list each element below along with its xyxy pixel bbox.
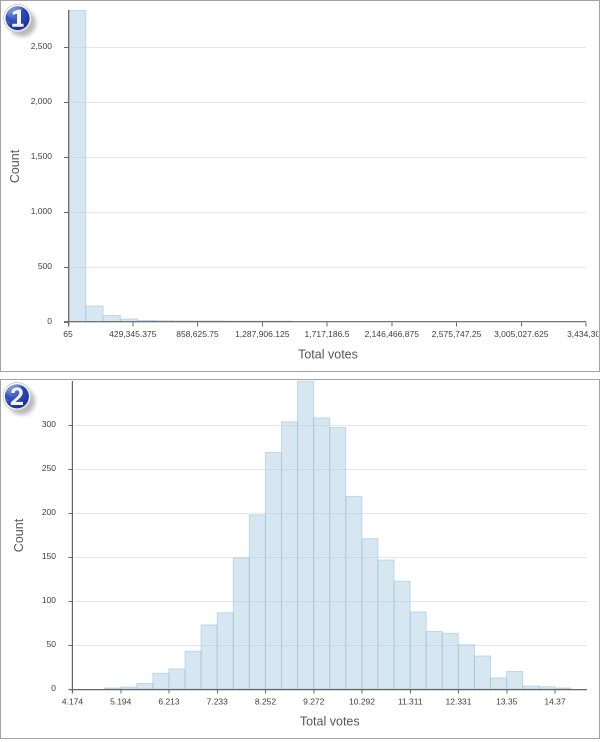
svg-text:1,000: 1,000 xyxy=(31,206,53,216)
svg-text:Count: Count xyxy=(8,149,22,183)
svg-text:Count: Count xyxy=(12,518,26,552)
svg-text:4.174: 4.174 xyxy=(62,697,84,707)
svg-text:858,625.75: 858,625.75 xyxy=(176,329,219,339)
svg-text:300: 300 xyxy=(42,419,56,429)
svg-text:13.35: 13.35 xyxy=(496,697,518,707)
svg-text:2,500: 2,500 xyxy=(31,41,53,51)
svg-text:1,500: 1,500 xyxy=(31,151,53,161)
svg-text:2,000: 2,000 xyxy=(31,96,53,106)
svg-text:3,434,308: 3,434,308 xyxy=(567,329,600,339)
svg-text:Total votes: Total votes xyxy=(300,715,360,729)
svg-text:100: 100 xyxy=(42,595,56,605)
svg-text:0: 0 xyxy=(47,316,52,326)
svg-text:2,575,747.25: 2,575,747.25 xyxy=(432,329,482,339)
svg-text:6.213: 6.213 xyxy=(158,697,180,707)
svg-text:150: 150 xyxy=(42,551,56,561)
svg-text:0: 0 xyxy=(51,683,56,693)
svg-text:429,345.375: 429,345.375 xyxy=(109,329,157,339)
svg-text:65: 65 xyxy=(63,329,73,339)
svg-text:200: 200 xyxy=(42,507,56,517)
svg-text:3,005,027.625: 3,005,027.625 xyxy=(494,329,549,339)
svg-text:11.311: 11.311 xyxy=(398,697,423,707)
svg-text:Total votes: Total votes xyxy=(298,348,358,362)
svg-text:5.194: 5.194 xyxy=(110,697,132,707)
svg-text:8.252: 8.252 xyxy=(255,697,277,707)
svg-text:50: 50 xyxy=(47,639,57,649)
svg-text:250: 250 xyxy=(42,463,56,473)
svg-text:14.37: 14.37 xyxy=(544,697,566,707)
svg-text:10.292: 10.292 xyxy=(349,697,375,707)
svg-text:1,287,906.125: 1,287,906.125 xyxy=(235,329,290,339)
svg-text:2,146,466.875: 2,146,466.875 xyxy=(365,329,420,339)
svg-text:500: 500 xyxy=(38,261,52,271)
svg-text:12.331: 12.331 xyxy=(446,697,472,707)
svg-text:9.272: 9.272 xyxy=(303,697,325,707)
svg-text:1,717,186.5: 1,717,186.5 xyxy=(305,329,350,339)
svg-text:7.233: 7.233 xyxy=(207,697,229,707)
